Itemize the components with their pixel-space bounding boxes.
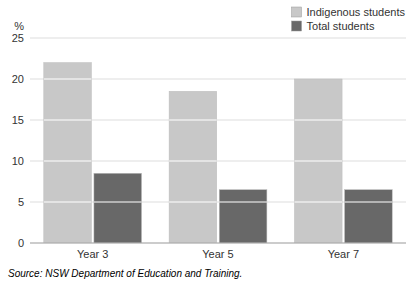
grid-line	[30, 161, 406, 162]
bar-divider	[44, 201, 92, 202]
x-tick-label: Year 3	[77, 248, 108, 260]
bar-divider	[44, 119, 92, 120]
bar-divider	[345, 201, 393, 202]
chart: 0 5 10 15 20 25% Year 3 Year 5 Year 7 Indigenous …	[0, 0, 416, 283]
legend: Indigenous students Total students	[292, 6, 406, 32]
bar-divider	[294, 201, 342, 202]
bars	[44, 63, 392, 243]
bar	[94, 173, 142, 243]
grid-line	[30, 120, 406, 121]
x-tick-label: Year 7	[328, 248, 359, 260]
background	[0, 0, 416, 283]
legend-label: Total students	[307, 20, 375, 32]
x-tick-label: Year 5	[202, 248, 233, 260]
y-tick-label: 10	[12, 155, 24, 167]
legend-label: Indigenous students	[307, 6, 406, 18]
y-tick-label: 15	[12, 114, 24, 126]
bar-divider	[294, 119, 342, 120]
bar	[345, 190, 393, 243]
legend-swatch	[292, 7, 302, 17]
grid-line	[30, 202, 406, 203]
grid	[30, 38, 406, 243]
grid-line	[30, 79, 406, 80]
y-axis-label: %	[14, 20, 24, 32]
source-note: Source: NSW Department of Education and …	[8, 268, 242, 279]
y-tick-label: 5	[18, 196, 24, 208]
y-tick-label: 25	[12, 32, 24, 44]
bar-divider	[169, 201, 217, 202]
bar-divider	[169, 160, 217, 161]
bar	[294, 79, 342, 243]
bar-divider	[219, 201, 267, 202]
bar-divider	[294, 160, 342, 161]
bar	[169, 91, 217, 243]
y-tick-label: 0	[18, 237, 24, 249]
grid-line	[30, 38, 406, 39]
bar-divider	[169, 119, 217, 120]
grid-line	[30, 243, 406, 244]
y-tick-label: 20	[12, 73, 24, 85]
bar-divider	[44, 160, 92, 161]
x-axis-line	[30, 243, 406, 244]
bar-divider	[94, 201, 142, 202]
bar	[44, 63, 92, 243]
bar	[219, 190, 267, 243]
legend-swatch	[292, 21, 302, 31]
bar-divider	[44, 78, 92, 79]
